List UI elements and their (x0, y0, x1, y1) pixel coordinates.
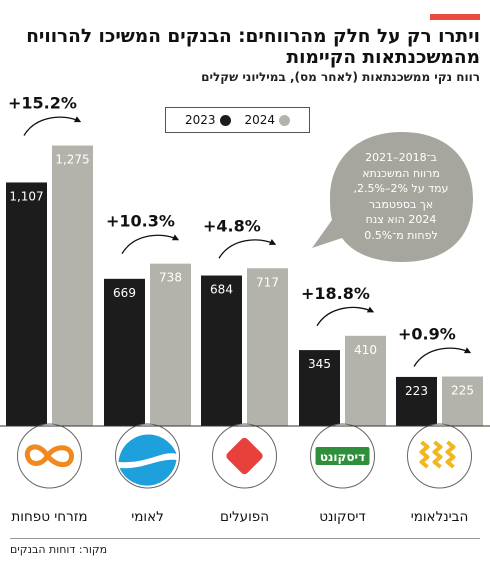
change-arrow (23, 116, 82, 136)
accent-bar (430, 14, 480, 20)
note-line: ב־2018–2021 (365, 151, 437, 164)
change-arrow (218, 239, 277, 259)
bank-name: הפועלים (220, 509, 269, 525)
note-line: מרווח המשכנתא (362, 166, 440, 180)
legend-label-2024: 2024 (244, 113, 276, 127)
chevrons-logo-icon (419, 440, 430, 469)
chevrons-logo-icon (445, 440, 456, 469)
chart-title: ויתרו רק על חלק מהרווחים: הבנקים המשיכו … (26, 26, 480, 68)
bar-2023 (396, 376, 437, 426)
note-line: 2024 הוא צנח (365, 213, 437, 226)
note-line: עמד על 2%–2.5%, (353, 182, 449, 195)
bank-name: דיסקונט (319, 509, 366, 525)
change-arrow (316, 306, 375, 327)
legend-swatch-2023 (219, 114, 231, 126)
bar-2023 (104, 278, 145, 426)
bar-2024 (442, 376, 483, 426)
bar-2024 (345, 335, 386, 426)
diamond-logo-icon (226, 437, 263, 475)
chevrons-logo-icon (432, 440, 443, 469)
bar-2023 (6, 182, 47, 426)
bar-2024 (52, 145, 93, 426)
wave-logo-icon-bottom (119, 459, 177, 486)
bar-2024 (150, 263, 191, 426)
data-label-2024: 1,275 (55, 153, 89, 167)
change-label: +0.9% (398, 325, 456, 344)
note-text: ב־2018–2021 מרווח המשכנתא עמד על 2%–2.5%… (340, 150, 462, 243)
change-arrow (121, 234, 180, 254)
change-label: +10.3% (106, 212, 175, 231)
change-arrow (413, 347, 472, 367)
legend-swatch-2024 (279, 114, 291, 126)
change-label: +15.2% (8, 94, 77, 113)
data-label-2023: 223 (405, 384, 428, 398)
data-label-2023: 684 (210, 283, 233, 297)
bank-name: הבינלאומי (411, 509, 469, 525)
source-note: מקור: דוחות הבנקים (10, 543, 108, 556)
discount-wordmark-icon (315, 447, 370, 465)
note-line: אך בספטמבר (368, 197, 434, 211)
data-label-2024: 717 (256, 275, 279, 289)
infinity-logo-icon (24, 444, 75, 468)
bank-name: מזרחי טפחות (11, 509, 87, 525)
data-label-2023: 1,107 (9, 189, 43, 203)
note-bubble (312, 132, 473, 262)
bottom-rule (10, 538, 480, 539)
chart-subtitle: רווח נקי ממשכנתאות (לאחר מס), במיליוני ש… (201, 70, 480, 84)
legend-label-2023: 2023 (184, 113, 216, 127)
data-label-2023: 345 (308, 357, 331, 371)
data-label-2023: 669 (113, 286, 136, 300)
change-label: +18.8% (301, 284, 370, 303)
data-label-2024: 738 (159, 271, 182, 285)
data-label-2024: 410 (354, 343, 377, 357)
data-label-2024: 225 (451, 384, 474, 398)
wave-logo-icon-top (118, 434, 177, 463)
legend-item-2024: 2024 (245, 113, 291, 127)
change-label: +4.8% (203, 216, 261, 235)
bar-2024 (247, 268, 288, 426)
discount-wordmark-text: דיסקונט (320, 450, 365, 464)
bar-2023 (299, 350, 340, 426)
note-line: לפחות מ־0.5% (364, 228, 438, 242)
bank-name: לאומי (131, 509, 164, 525)
bar-2023 (201, 275, 242, 426)
legend: 2023 2024 (165, 107, 310, 133)
legend-item-2023: 2023 (185, 113, 231, 127)
